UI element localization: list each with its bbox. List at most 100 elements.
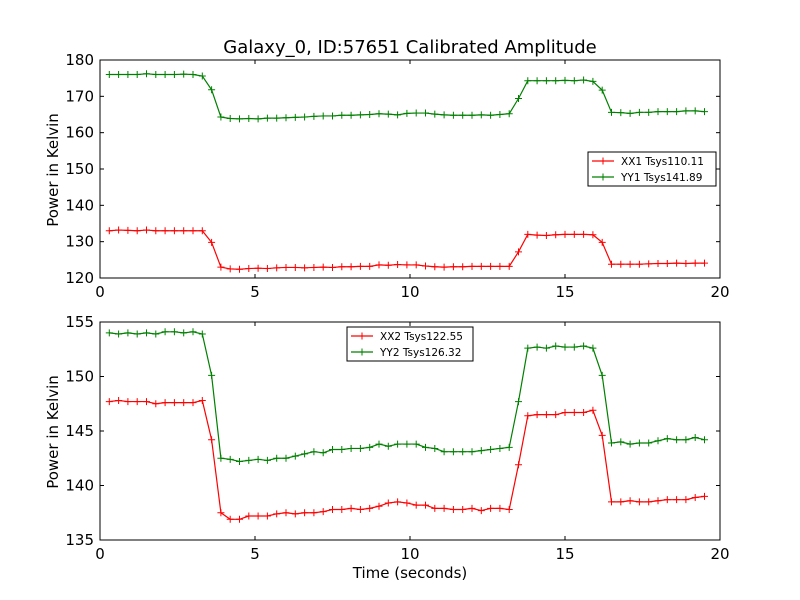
- data-point: [115, 330, 123, 338]
- data-point: [570, 230, 578, 238]
- data-point: [654, 259, 662, 267]
- data-point: [245, 456, 253, 464]
- data-point: [329, 112, 336, 120]
- legend-box: [587, 151, 717, 187]
- data-point: [198, 396, 206, 404]
- data-point: [226, 515, 234, 523]
- data-point: [217, 454, 225, 462]
- data-point: [347, 263, 355, 271]
- data-point: [170, 71, 178, 79]
- data-point: [422, 443, 429, 451]
- data-point: [635, 498, 643, 506]
- data-point: [124, 329, 132, 337]
- y-tick-label: 155: [65, 313, 94, 331]
- data-point: [598, 238, 606, 246]
- data-point: [226, 265, 234, 273]
- data-point: [236, 265, 243, 273]
- data-point: [468, 111, 476, 119]
- data-point: [654, 108, 662, 116]
- data-point: [254, 512, 262, 520]
- data-point: [580, 342, 588, 350]
- data-point: [161, 71, 169, 79]
- data-point: [487, 262, 495, 270]
- data-point: [477, 111, 485, 119]
- data-point: [366, 111, 374, 118]
- data-point: [598, 86, 606, 94]
- data-point: [645, 260, 653, 268]
- data-point: [161, 227, 169, 235]
- data-point: [561, 230, 569, 238]
- data-point: [236, 458, 243, 466]
- data-point: [217, 509, 225, 517]
- data-point: [468, 448, 476, 456]
- legend-label: XX1 Tsys110.11: [621, 156, 704, 168]
- data-point: [338, 446, 346, 454]
- data-point: [552, 411, 560, 419]
- data-point: [515, 398, 522, 406]
- legend-marker: [599, 173, 607, 181]
- data-point: [663, 435, 671, 443]
- data-point: [617, 109, 625, 117]
- data-point: [552, 231, 560, 239]
- data-point: [115, 396, 123, 404]
- data-point: [505, 505, 513, 513]
- data-point: [449, 111, 457, 119]
- data-point: [673, 259, 681, 267]
- bottom-legend: XX2 Tsys122.55 YY2 Tsys126.32: [346, 326, 474, 362]
- data-point: [542, 77, 550, 85]
- data-point: [412, 261, 420, 269]
- data-point: [440, 263, 448, 271]
- y-tick-label: 135: [65, 531, 94, 549]
- y-tick-label: 120: [65, 269, 94, 287]
- x-tick-label: 0: [95, 283, 105, 301]
- data-point: [282, 114, 290, 122]
- data-point: [608, 498, 615, 506]
- data-point: [580, 408, 588, 416]
- data-point: [515, 461, 522, 469]
- data-point: [552, 77, 560, 85]
- data-point: [143, 398, 150, 406]
- data-point: [189, 328, 197, 336]
- data-point: [449, 263, 457, 271]
- data-point: [580, 76, 588, 84]
- data-point: [273, 264, 281, 272]
- data-point: [645, 108, 653, 116]
- data-point: [673, 436, 681, 444]
- data-point: [366, 443, 374, 451]
- data-point: [663, 108, 671, 116]
- data-point: [310, 448, 318, 456]
- data-point: [356, 262, 364, 270]
- data-point: [617, 498, 625, 506]
- data-point: [691, 107, 699, 115]
- data-point: [301, 264, 309, 272]
- data-point: [105, 71, 113, 79]
- data-point: [310, 112, 318, 120]
- data-point: [542, 231, 550, 239]
- x-tick-label: 15: [555, 545, 574, 563]
- data-point: [105, 398, 113, 406]
- data-point: [533, 231, 541, 239]
- data-point: [561, 76, 569, 84]
- data-point: [617, 260, 625, 268]
- data-point: [515, 248, 522, 256]
- data-point: [533, 77, 541, 85]
- data-point: [515, 95, 522, 103]
- data-point: [105, 329, 113, 337]
- data-point: [319, 112, 327, 120]
- x-tick-label: 10: [400, 283, 419, 301]
- data-point: [384, 499, 392, 507]
- data-point: [701, 108, 708, 116]
- data-point: [412, 501, 420, 509]
- data-point: [338, 111, 346, 119]
- data-point: [254, 115, 262, 123]
- data-point: [208, 371, 216, 379]
- data-point: [468, 262, 476, 270]
- y-tick-label: 140: [65, 477, 94, 495]
- y-tick-label: 130: [65, 233, 94, 251]
- data-point: [133, 227, 141, 235]
- data-point: [170, 227, 178, 235]
- data-point: [105, 227, 113, 235]
- data-point: [329, 446, 336, 454]
- data-point: [608, 439, 615, 447]
